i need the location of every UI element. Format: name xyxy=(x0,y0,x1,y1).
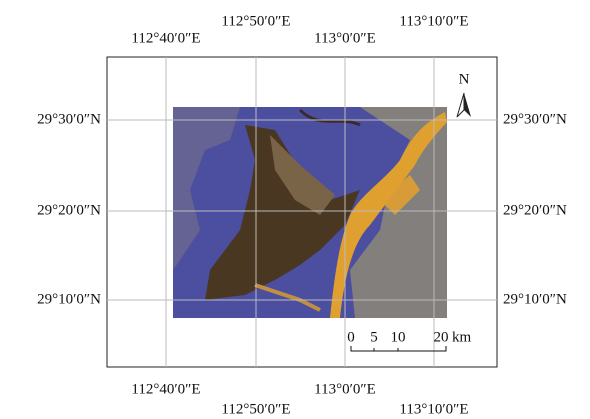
scale-unit: km xyxy=(452,329,472,345)
scale-label: 0 xyxy=(347,329,355,345)
map: N 0 5 10 20 km 112°40′0″E 112°50′0″E 113°0… xyxy=(0,0,590,419)
scale-label: 5 xyxy=(370,329,378,345)
bottom-label: 112°40′0″E xyxy=(131,381,200,397)
right-label: 29°30′0″N xyxy=(503,111,567,127)
right-label: 29°20′0″N xyxy=(503,202,567,218)
satellite-image xyxy=(173,107,447,318)
scale-label: 20 xyxy=(434,329,449,345)
bottom-label: 113°0′0″E xyxy=(314,381,376,397)
top-label: 112°50′0″E xyxy=(221,13,290,29)
left-label: 29°20′0″N xyxy=(37,202,101,218)
bottom-label: 112°50′0″E xyxy=(221,401,290,417)
right-label: 29°10′0″N xyxy=(503,291,567,307)
top-label: 113°0′0″E xyxy=(314,30,376,46)
left-label: 29°30′0″N xyxy=(37,111,101,127)
north-label: N xyxy=(459,71,470,87)
top-label: 113°10′0″E xyxy=(399,13,468,29)
top-label: 112°40′0″E xyxy=(131,30,200,46)
left-label: 29°10′0″N xyxy=(37,291,101,307)
scale-label: 10 xyxy=(391,329,406,345)
bottom-label: 113°10′0″E xyxy=(399,401,468,417)
